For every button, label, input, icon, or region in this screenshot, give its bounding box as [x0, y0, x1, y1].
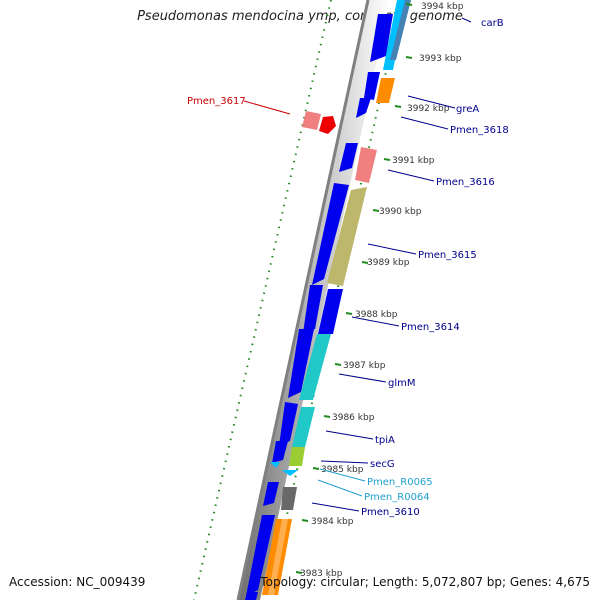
- gene-label-pmen-r0065[interactable]: Pmen_R0065: [367, 477, 433, 488]
- tick-label: 3992 kbp: [407, 104, 450, 114]
- gene-feature: [245, 592, 258, 600]
- gene-feature: [319, 116, 336, 134]
- tick-label: 3993 kbp: [419, 54, 462, 64]
- leader-line: [319, 468, 366, 482]
- gene-feature: [263, 482, 279, 506]
- leader-line: [243, 100, 291, 115]
- label-leaders: [243, 17, 472, 512]
- tick-mark: [394, 105, 402, 108]
- gene-feature: [318, 289, 343, 334]
- gene-label-secG[interactable]: secG: [370, 459, 395, 470]
- tick-mark: [361, 261, 369, 264]
- tick-label: 3994 kbp: [421, 2, 464, 12]
- gene-feature: [281, 487, 297, 510]
- tick-mark: [295, 571, 303, 574]
- gene-label-pmen-3617[interactable]: Pmen_3617: [187, 96, 246, 107]
- tick-mark: [372, 209, 380, 212]
- gene-feature: [302, 111, 321, 130]
- gene-label-greA[interactable]: greA: [456, 104, 479, 115]
- gene-feature: [299, 334, 331, 400]
- backbone-line: [236, 0, 370, 600]
- gene-feature: [246, 515, 275, 596]
- tick-label: 3990 kbp: [379, 207, 422, 217]
- gene-label-pmen-3616[interactable]: Pmen_3616: [436, 177, 495, 188]
- accession-text: Accession: NC_009439: [9, 575, 146, 589]
- forward-strand-genes: [245, 14, 393, 600]
- tick-label: 3987 kbp: [343, 361, 386, 371]
- gene-feature: [292, 407, 315, 447]
- tick-label: 3989 kbp: [367, 258, 410, 268]
- gene-label-tpiA[interactable]: tpiA: [375, 435, 395, 446]
- gene-feature: [279, 402, 298, 446]
- tick-label: 3986 kbp: [332, 413, 375, 423]
- tick-label: 3983 kbp: [300, 569, 343, 579]
- gene-feature: [355, 147, 377, 183]
- gene-label-glmM[interactable]: glmM: [388, 378, 416, 389]
- tick-mark: [345, 312, 353, 315]
- kbp-ticks: [295, 3, 413, 574]
- leader-line: [338, 373, 387, 383]
- leader-line: [351, 316, 400, 327]
- gene-feature: [364, 72, 380, 100]
- tick-mark: [323, 415, 331, 418]
- tick-label: 3988 kbp: [355, 310, 398, 320]
- gene-labels: carB greA Pmen_3618 Pmen_3617 Pmen_3616 …: [187, 18, 509, 518]
- tick-mark: [334, 363, 342, 366]
- gene-label-pmen-3615[interactable]: Pmen_3615: [418, 250, 477, 261]
- tick-mark: [405, 3, 413, 6]
- gene-feature: [272, 441, 288, 463]
- rna-feature: [282, 470, 298, 476]
- tick-label: 3985 kbp: [321, 465, 364, 475]
- tick-mark: [301, 519, 309, 522]
- leader-line: [461, 17, 472, 23]
- gene-feature: [268, 519, 288, 595]
- gene-feature: [312, 183, 349, 285]
- leader-line: [387, 169, 435, 182]
- leader-line: [367, 243, 417, 255]
- gene-feature: [303, 285, 323, 333]
- gene-feature: [370, 14, 393, 62]
- gc-track-outer: [193, 0, 332, 600]
- gene-feature: [339, 143, 358, 172]
- gene-feature: [289, 447, 305, 466]
- gene-label-pmen-3614[interactable]: Pmen_3614: [401, 322, 460, 333]
- tick-mark: [383, 158, 391, 161]
- leader-line: [311, 502, 360, 512]
- summary-text: Topology: circular; Length: 5,072,807 bp…: [260, 575, 590, 589]
- tick-label: 3991 kbp: [392, 156, 435, 166]
- leader-line: [400, 116, 449, 130]
- tick-label: 3984 kbp: [311, 517, 354, 527]
- leader-line: [407, 95, 456, 109]
- gene-feature: [390, 0, 411, 60]
- leader-line: [325, 430, 374, 440]
- gene-feature: [356, 98, 371, 118]
- leader-line: [317, 479, 363, 497]
- leader-line: [320, 460, 369, 464]
- kbp-tick-labels: 3994 kbp 3993 kbp 3992 kbp 3991 kbp 3990…: [300, 2, 464, 579]
- reverse-strand-genes: [262, 0, 411, 595]
- gene-label-pmen-3618[interactable]: Pmen_3618: [450, 125, 509, 136]
- gene-label-pmen-r0064[interactable]: Pmen_R0064: [364, 492, 430, 503]
- gc-content-track: [193, 0, 403, 600]
- tick-mark: [405, 56, 413, 59]
- tick-mark: [312, 467, 320, 470]
- gene-label-pmen-3610[interactable]: Pmen_3610: [361, 507, 420, 518]
- gene-feature: [327, 187, 367, 286]
- rna-feature: [270, 462, 280, 468]
- gene-feature: [288, 329, 314, 398]
- gene-label-carB[interactable]: carB: [481, 18, 504, 29]
- gene-feature: [376, 78, 395, 103]
